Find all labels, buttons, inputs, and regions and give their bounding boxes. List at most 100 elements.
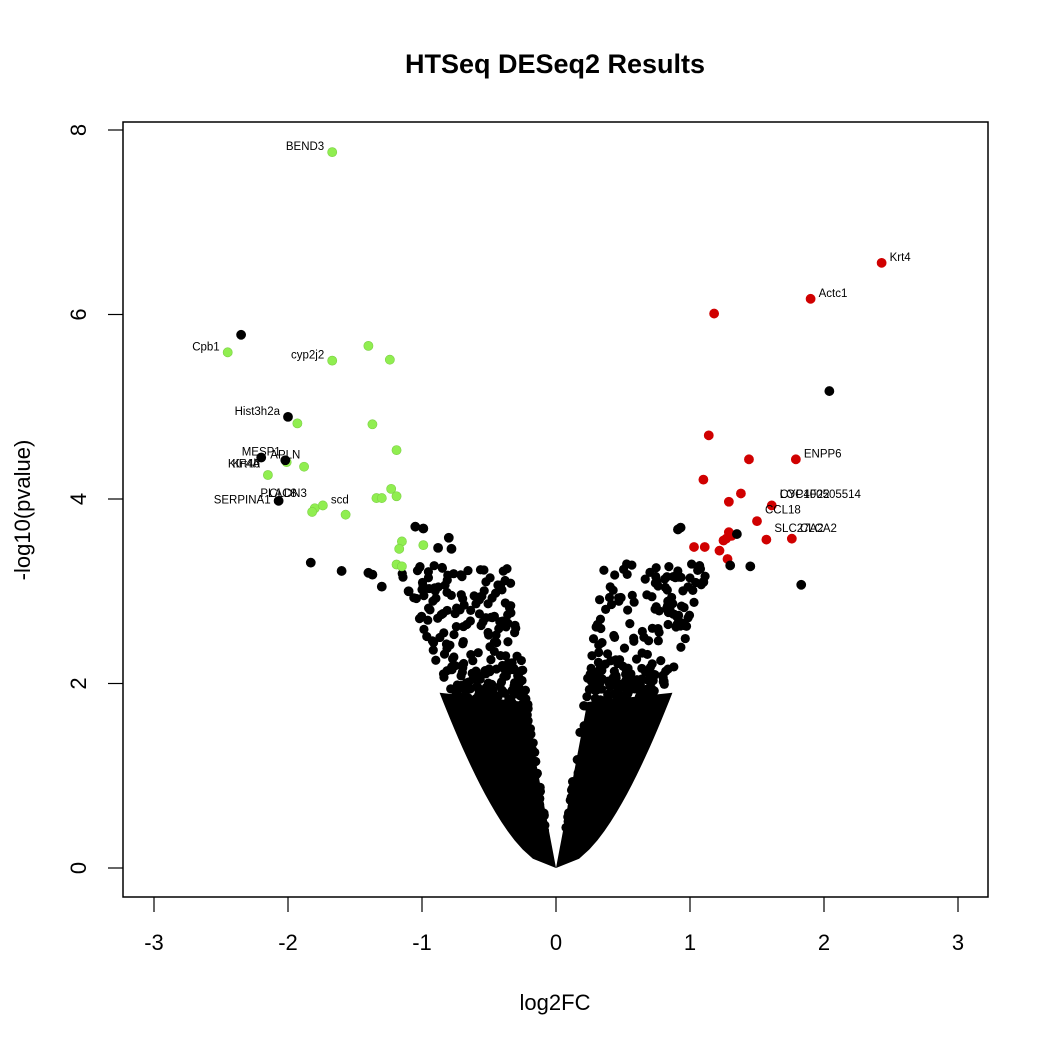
data-point (651, 577, 662, 587)
data-point (305, 557, 316, 568)
data-point (805, 293, 816, 304)
data-point (766, 500, 777, 511)
gene-label: cyp2j2 (291, 350, 324, 362)
data-point (410, 521, 421, 532)
x-tick-label: 3 (952, 930, 964, 955)
x-tick-label: -1 (412, 930, 432, 955)
x-tick-label: -3 (144, 930, 164, 955)
gene-label: CLCA2 (800, 523, 837, 535)
y-axis-label: -log10(pvalue) (10, 440, 35, 581)
data-point (446, 543, 457, 554)
data-point (736, 488, 746, 499)
data-point (391, 445, 402, 456)
data-point (790, 454, 801, 465)
data-point (367, 419, 378, 430)
data-point (280, 455, 291, 466)
data-point (824, 386, 835, 396)
plot-frame (122, 121, 989, 898)
data-point (725, 560, 736, 571)
gene-label: Cpb1 (192, 341, 220, 353)
y-axis: 0 2 4 6 8 (66, 124, 123, 874)
gene-label: APLN (270, 449, 300, 461)
data-point (433, 542, 443, 553)
gene-label: CYP4F22 (780, 489, 830, 501)
data-point (299, 461, 309, 472)
data-point (396, 561, 407, 572)
y-tick-label: 6 (66, 308, 91, 320)
data-point (327, 147, 338, 158)
data-point (732, 529, 742, 539)
data-point (384, 354, 395, 365)
gene-label: CLDN3 (269, 488, 307, 500)
data-point (723, 496, 734, 507)
data-point (283, 411, 293, 422)
data-point (363, 340, 374, 351)
gene-label: BEND3 (286, 141, 324, 153)
gene-label: SERPINA1 (214, 494, 271, 506)
data-point (403, 586, 414, 597)
data-point (703, 430, 714, 441)
data-point (699, 542, 710, 552)
gene-label: SLC27A2 (774, 523, 823, 535)
data-point (876, 257, 887, 268)
data-point (714, 545, 725, 556)
data-point (340, 509, 351, 520)
gene-label: LOC100505514 (780, 489, 862, 501)
y-tick-label: 8 (66, 124, 91, 136)
data-point (394, 543, 405, 554)
gene-label: Krt4b (232, 458, 260, 470)
gene-label: Actc1 (819, 288, 848, 300)
data-point (698, 474, 709, 485)
data-point (327, 355, 338, 366)
data-point (236, 329, 246, 340)
data-point (443, 532, 454, 543)
data-point (752, 516, 762, 527)
data-point (376, 581, 387, 592)
gene-label: Hist3h2a (235, 406, 281, 418)
data-point (262, 470, 273, 480)
data-point (292, 418, 303, 429)
data-point (256, 452, 267, 463)
gene-label: PLAC8 (260, 488, 296, 500)
data-point (222, 347, 233, 358)
gene-labels: BEND3 Krt4 Actc1 Cpb1 cyp2j2 Hist3h2a MESP1APL… (192, 141, 911, 535)
data-point (307, 507, 318, 517)
data-points (222, 147, 887, 597)
data-point (418, 540, 429, 551)
data-point (761, 534, 772, 545)
data-point (718, 535, 729, 546)
y-tick-label: 2 (66, 677, 91, 689)
data-point (745, 561, 756, 572)
data-point (418, 523, 429, 534)
x-tick-label: 0 (550, 930, 562, 955)
x-axis-label: log2FC (520, 990, 591, 1015)
data-point (709, 308, 720, 319)
gene-label: scd (331, 494, 349, 506)
data-point (689, 542, 699, 552)
data-point (698, 577, 709, 587)
data-point (796, 579, 807, 590)
data-point (336, 566, 347, 576)
data-point (376, 493, 387, 503)
gene-label: CCL18 (765, 505, 801, 517)
data-point (386, 483, 397, 494)
gene-label: ENPP6 (804, 448, 842, 460)
dense-point-mass (397, 559, 710, 868)
data-point (317, 500, 328, 511)
x-tick-label: 2 (818, 930, 830, 955)
x-axis: -3 -2 -1 0 1 2 3 (144, 896, 964, 955)
data-point (273, 495, 284, 506)
chart-title: HTSeq DESeq2 Results (405, 49, 705, 79)
gene-label: MESP1 (242, 446, 281, 458)
data-point (786, 533, 797, 544)
data-point (391, 491, 402, 502)
data-point (675, 522, 686, 533)
gene-label: KIF4A (228, 458, 260, 470)
data-point (367, 569, 378, 580)
x-tick-label: -2 (278, 930, 298, 955)
x-tick-label: 1 (684, 930, 696, 955)
y-tick-label: 0 (66, 862, 91, 874)
gene-label: Krt4 (890, 252, 912, 264)
y-tick-label: 4 (66, 493, 91, 505)
